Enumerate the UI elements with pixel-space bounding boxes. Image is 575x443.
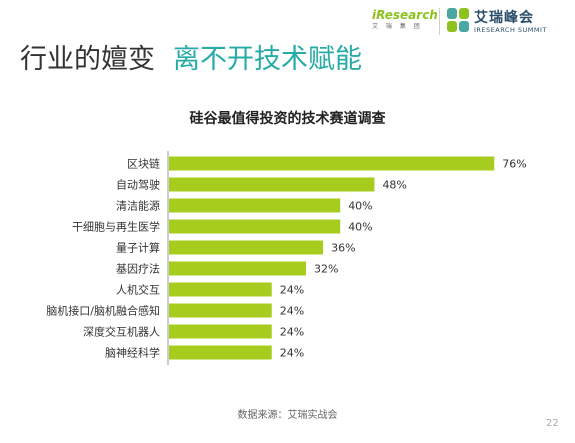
- summit-logo-icon: [447, 8, 469, 32]
- iresearch-logo: iResearch 艾 瑞 集 团: [372, 8, 438, 36]
- value-label: 24%: [280, 347, 304, 360]
- slide-title-accent: 离不开技术赋能: [173, 44, 362, 75]
- bar: [169, 156, 495, 171]
- bar: [169, 282, 272, 297]
- category-label: 脑神经科学: [105, 346, 160, 360]
- iresearch-logo-text: iResearch: [372, 8, 438, 22]
- category-label: 脑机接口/脑机融合感知: [46, 304, 160, 318]
- bar: [169, 303, 272, 318]
- iresearch-logo-subtext: 艾 瑞 集 团: [372, 23, 423, 30]
- value-label: 24%: [280, 305, 304, 318]
- category-label: 量子计算: [116, 241, 160, 255]
- iresearch-summit-logo: 艾瑞峰会 IRESEARCH SUMMIT: [447, 6, 572, 38]
- category-label: 自动驾驶: [116, 178, 160, 192]
- value-label: 48%: [382, 179, 406, 192]
- summit-logo-en: IRESEARCH SUMMIT: [474, 26, 547, 34]
- value-label: 32%: [314, 263, 338, 276]
- bar: [169, 177, 375, 192]
- category-label: 区块链: [127, 157, 160, 171]
- category-label: 深度交互机器人: [83, 325, 160, 339]
- bar: [169, 198, 341, 213]
- bar: [169, 261, 306, 276]
- value-label: 24%: [280, 284, 304, 297]
- category-label: 基因疗法: [116, 262, 160, 276]
- value-label: 40%: [348, 221, 372, 234]
- data-source: 数据来源：艾瑞实战会: [237, 410, 338, 421]
- bar: [169, 240, 324, 255]
- value-label: 24%: [280, 326, 304, 339]
- bar: [169, 345, 272, 360]
- page-number: 22: [546, 418, 559, 429]
- category-label: 清洁能源: [116, 199, 160, 213]
- value-label: 76%: [502, 158, 526, 171]
- bar: [169, 219, 341, 234]
- slide-title: 行业的嬗变: [20, 44, 155, 75]
- summit-logo-cn: 艾瑞峰会: [474, 10, 534, 26]
- chart-title: 硅谷最值得投资的技术赛道调查: [189, 111, 386, 127]
- logo-divider: [439, 8, 440, 35]
- value-label: 36%: [331, 242, 355, 255]
- bar: [169, 324, 272, 339]
- category-label: 人机交互: [116, 283, 160, 297]
- value-label: 40%: [348, 200, 372, 213]
- category-label: 干细胞与再生医学: [72, 220, 160, 234]
